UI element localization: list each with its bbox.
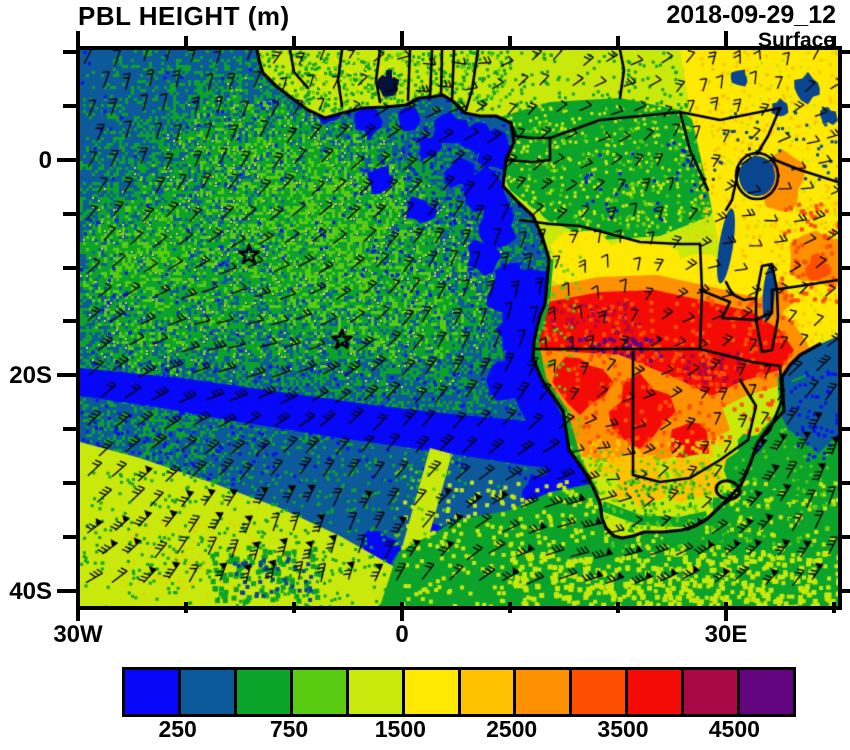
lat-tick-left [63, 266, 76, 270]
lat-tick-right [838, 589, 850, 593]
lat-tick-right [838, 158, 850, 162]
lon-tick-bottom [508, 602, 512, 613]
lon-tick-bottom [616, 602, 620, 613]
colorbar-tick-label: 3500 [597, 716, 649, 742]
lon-tick-bottom [184, 602, 188, 613]
lat-tick-right [838, 427, 850, 431]
colorbar-cell-10 [684, 670, 741, 714]
lat-tick-right [838, 104, 850, 108]
colorbar-cell-4 [348, 670, 405, 714]
map-plot-area [76, 46, 842, 610]
lat-tick-left [57, 158, 76, 162]
colorbar-cell-9 [628, 670, 685, 714]
lon-tick-top [292, 36, 296, 46]
lon-tick-bottom [292, 602, 296, 613]
colorbar-cell-6 [460, 670, 517, 714]
lon-tick-top [724, 31, 728, 46]
lat-tick-left [63, 427, 76, 431]
colorbar-cell-2 [236, 670, 293, 714]
lon-tick-bottom [400, 602, 404, 621]
colorbar-tick-label: 4500 [708, 716, 760, 742]
lon-tick-top [508, 36, 512, 46]
lat-label-20s: 20S [9, 362, 52, 389]
colorbar [122, 667, 796, 717]
colorbar-cell-3 [292, 670, 349, 714]
lat-tick-left [63, 212, 76, 216]
lat-tick-right [838, 50, 850, 54]
lon-label-30w: 30W [53, 621, 103, 648]
lat-tick-left [57, 589, 76, 593]
colorbar-cell-1 [180, 670, 237, 714]
lat-tick-right [838, 535, 850, 539]
lon-tick-bottom [832, 602, 836, 613]
lat-tick-left [63, 319, 76, 323]
lat-label-0: 0 [38, 147, 52, 174]
lat-label-40s: 40S [9, 578, 52, 605]
map-canvas [80, 50, 838, 606]
lon-tick-top [76, 31, 80, 46]
lon-tick-top [400, 31, 404, 46]
lon-tick-bottom [724, 602, 728, 621]
lon-tick-top [184, 36, 188, 46]
colorbar-tick-label: 1500 [374, 716, 426, 742]
lat-tick-left [63, 535, 76, 539]
lat-tick-left [57, 373, 76, 377]
plot-datetime: 2018-09-29_12 [666, 1, 836, 29]
lat-tick-right [838, 373, 850, 377]
colorbar-tick-label: 250 [158, 716, 197, 742]
colorbar-cell-5 [404, 670, 461, 714]
colorbar-cell-0 [125, 670, 181, 714]
lon-tick-top [832, 36, 836, 46]
colorbar-cell-11 [740, 670, 794, 714]
lat-tick-left [63, 50, 76, 54]
plot-title: PBL HEIGHT (m) [78, 1, 290, 31]
colorbar-tick-label: 750 [269, 716, 309, 742]
lon-tick-bottom [76, 602, 80, 621]
lon-label-0: 0 [395, 621, 409, 648]
lat-tick-right [838, 266, 850, 270]
colorbar-cell-8 [572, 670, 629, 714]
lat-tick-left [63, 481, 76, 485]
colorbar-cell-7 [516, 670, 573, 714]
lon-tick-top [616, 36, 620, 46]
lat-tick-right [838, 212, 850, 216]
lat-tick-right [838, 319, 850, 323]
lon-label-30e: 30E [704, 621, 748, 648]
colorbar-tick-label: 2500 [486, 716, 538, 742]
lat-tick-right [838, 481, 850, 485]
lat-tick-left [63, 104, 76, 108]
